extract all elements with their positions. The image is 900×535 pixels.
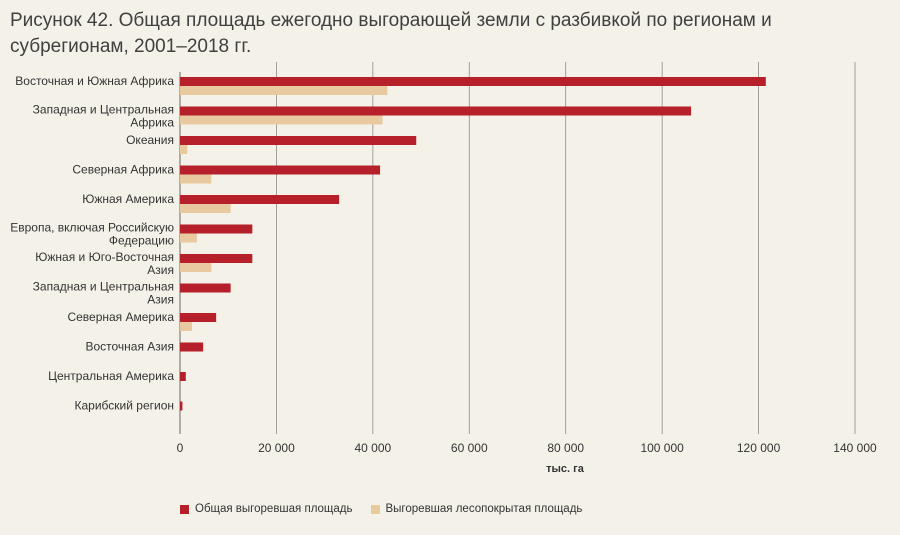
legend-swatch-forest	[370, 504, 380, 514]
category-label: Центральная Америка	[48, 369, 174, 383]
category-label: Южная и Юго-Восточная	[35, 250, 174, 264]
category-label: Азия	[147, 263, 174, 277]
legend-item-total: Общая выгоревшая площадь	[180, 503, 353, 515]
category-label: Карибский регион	[75, 399, 175, 413]
x-tick-label: 60 000	[451, 441, 488, 455]
bar-forest	[180, 115, 383, 125]
bar-total	[180, 254, 253, 263]
legend-swatch-total	[180, 504, 189, 514]
x-tick-label: 120 000	[737, 441, 781, 455]
bar-total	[180, 165, 381, 175]
category-label: Восточная Азия	[85, 340, 174, 354]
x-tick-label: 40 000	[355, 441, 392, 455]
bar-total	[180, 224, 253, 234]
bar-total	[180, 401, 183, 411]
bar-total	[180, 372, 186, 381]
bar-total	[180, 283, 231, 293]
category-label: Азия	[147, 293, 174, 307]
category-label: Федерацию	[109, 234, 174, 248]
bar-forest	[180, 174, 212, 184]
category-label: Африка	[130, 116, 174, 130]
category-label: Северная Африка	[72, 163, 174, 177]
x-axis-label: тыс. га	[546, 463, 585, 475]
bar-total	[180, 77, 766, 86]
bar-forest	[180, 86, 388, 95]
x-tick-label: 80 000	[547, 441, 584, 455]
bar-total	[180, 195, 340, 204]
chart-title: Рисунок 42. Общая площадь ежегодно выгор…	[10, 10, 772, 57]
legend-item-forest: Выгоревшая лесопокрытая площадь	[370, 503, 583, 515]
category-label: Восточная и Южная Африка	[15, 74, 174, 88]
x-tick-label: 20 000	[258, 441, 295, 455]
bar-forest	[180, 233, 197, 243]
bar-forest	[180, 322, 193, 331]
category-label: Западная и Центральная	[33, 280, 174, 294]
x-tick-label: 0	[177, 441, 184, 455]
legend: Общая выгоревшая площадь Выгоревшая лесо…	[180, 503, 582, 515]
category-label: Европа, включая Российскую	[10, 221, 174, 235]
legend-label-forest: Выгоревшая лесопокрытая площадь	[385, 503, 583, 515]
bar-total	[180, 136, 417, 145]
legend-label-total: Общая выгоревшая площадь	[195, 503, 353, 515]
bar-total	[180, 313, 217, 322]
x-tick-label: 140 000	[833, 441, 877, 455]
bar-total	[180, 342, 204, 352]
category-label: Западная и Центральная	[33, 103, 174, 117]
bar-total	[180, 106, 692, 116]
bar-forest	[180, 145, 188, 154]
bar-forest	[180, 263, 212, 272]
category-label: Южная Америка	[82, 192, 174, 206]
x-tick-label: 100 000	[640, 441, 684, 455]
category-label: Океания	[126, 133, 174, 147]
category-label: Северная Америка	[67, 310, 174, 324]
bar-forest	[180, 204, 231, 213]
